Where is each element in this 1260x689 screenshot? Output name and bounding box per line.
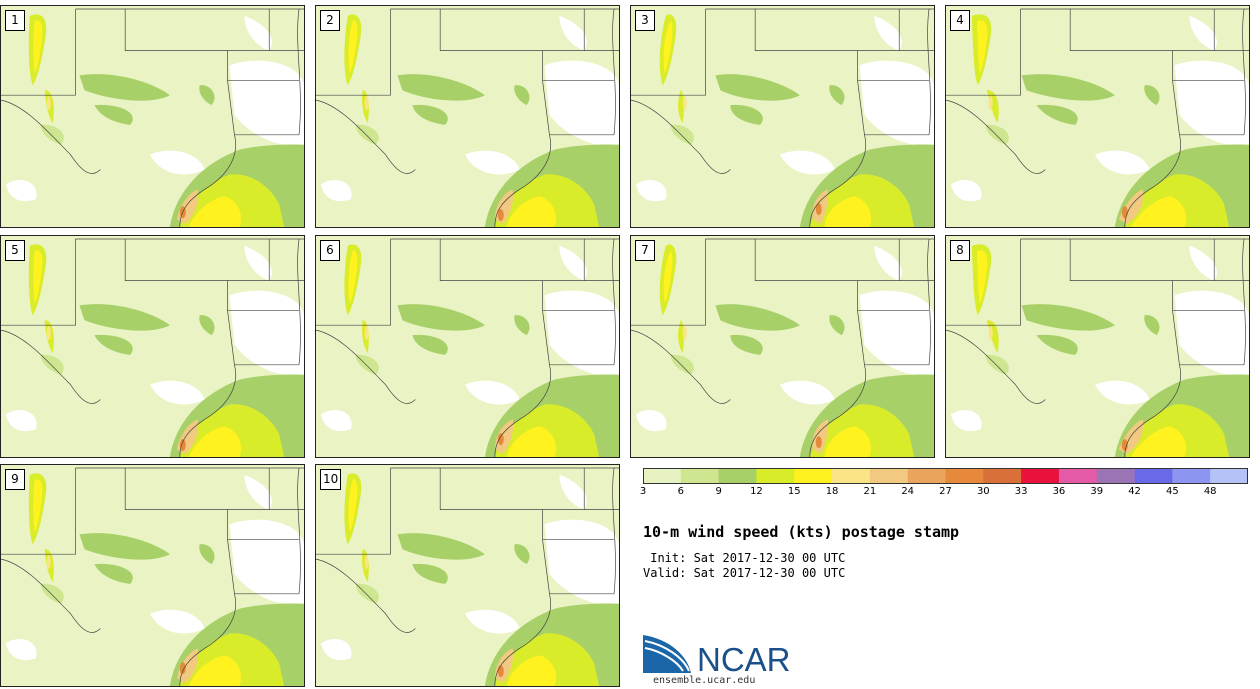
colorbar-tick-label: 42 — [1128, 486, 1141, 497]
ensemble-member-panel: 4 — [945, 5, 1250, 228]
colorbar-tick-label: 30 — [976, 486, 990, 497]
colorbar-segment — [794, 468, 833, 484]
ensemble-member-panel: 3 — [630, 5, 935, 228]
member-number-label: 7 — [635, 240, 655, 261]
colorbar-segment — [907, 468, 946, 484]
ensemble-member-panel: 9 — [0, 464, 305, 687]
member-number-label: 2 — [320, 10, 340, 31]
colorbar-segment — [945, 468, 984, 484]
colorbar-tick-label: 36 — [1052, 486, 1066, 497]
member-number-label: 4 — [950, 10, 970, 31]
colorbar-tick-label: 45 — [1166, 486, 1179, 497]
colorbar-segment — [832, 468, 871, 484]
colorbar-segment — [869, 468, 909, 484]
ensemble-member-panel: 2 — [315, 5, 620, 228]
logo-text: NCAR — [697, 641, 791, 675]
colorbar-tick-label: 27 — [939, 486, 952, 497]
colorbar-segment — [718, 468, 757, 484]
colorbar-segment — [1134, 468, 1173, 484]
colorbar-tick-label: 21 — [863, 486, 877, 497]
colorbar-segment — [1210, 468, 1248, 484]
colorbar-tick-label: 33 — [1014, 486, 1028, 497]
member-number-label: 1 — [5, 10, 25, 31]
colorbar-tick-label: 3 — [639, 486, 647, 497]
colorbar-segment — [983, 468, 1022, 484]
colorbar-tick-label: 48 — [1203, 486, 1217, 497]
member-number-label: 3 — [635, 10, 655, 31]
colorbar-segment — [756, 468, 795, 484]
colorbar-segment — [1021, 468, 1060, 484]
colorbar-tick-label: 12 — [750, 486, 763, 497]
member-number-label: 5 — [5, 240, 25, 261]
ensemble-member-panel: 6 — [315, 235, 620, 458]
colorbar-tick-label: 15 — [787, 486, 801, 497]
init-time: Init: Sat 2017-12-30 00 UTC — [643, 551, 846, 565]
member-number-label: 9 — [5, 469, 25, 490]
colorbar-tick-label: 24 — [901, 486, 915, 497]
colorbar-segment — [1172, 468, 1211, 484]
colorbar-tick-label: 39 — [1090, 486, 1104, 497]
chart-title: 10-m wind speed (kts) postage stamp — [643, 523, 960, 541]
colorbar-segment — [1058, 468, 1098, 484]
ensemble-member-panel: 1 — [0, 5, 305, 228]
ncar-logo: NCAR — [643, 635, 791, 675]
colorbar-tick-label: 9 — [715, 486, 722, 497]
logo-url: ensemble.ucar.edu — [653, 675, 756, 686]
colorbar-tick-label: 18 — [825, 486, 839, 497]
ensemble-member-panel: 10 — [315, 464, 620, 687]
ensemble-member-panel: 8 — [945, 235, 1250, 458]
member-number-label: 8 — [950, 240, 970, 261]
colorbar-segment — [643, 468, 682, 484]
member-number-label: 10 — [320, 469, 342, 490]
colorbar-border — [643, 468, 1248, 484]
member-number-label: 6 — [320, 240, 340, 261]
valid-time: Valid: Sat 2017-12-30 00 UTC — [643, 566, 846, 580]
colorbar-segment — [680, 468, 720, 484]
colorbar-tick-label: 6 — [677, 486, 684, 497]
ensemble-member-panel: 7 — [630, 235, 935, 458]
ensemble-member-panel: 5 — [0, 235, 305, 458]
colorbar-segment — [1096, 468, 1136, 484]
colorbar — [643, 468, 1248, 484]
